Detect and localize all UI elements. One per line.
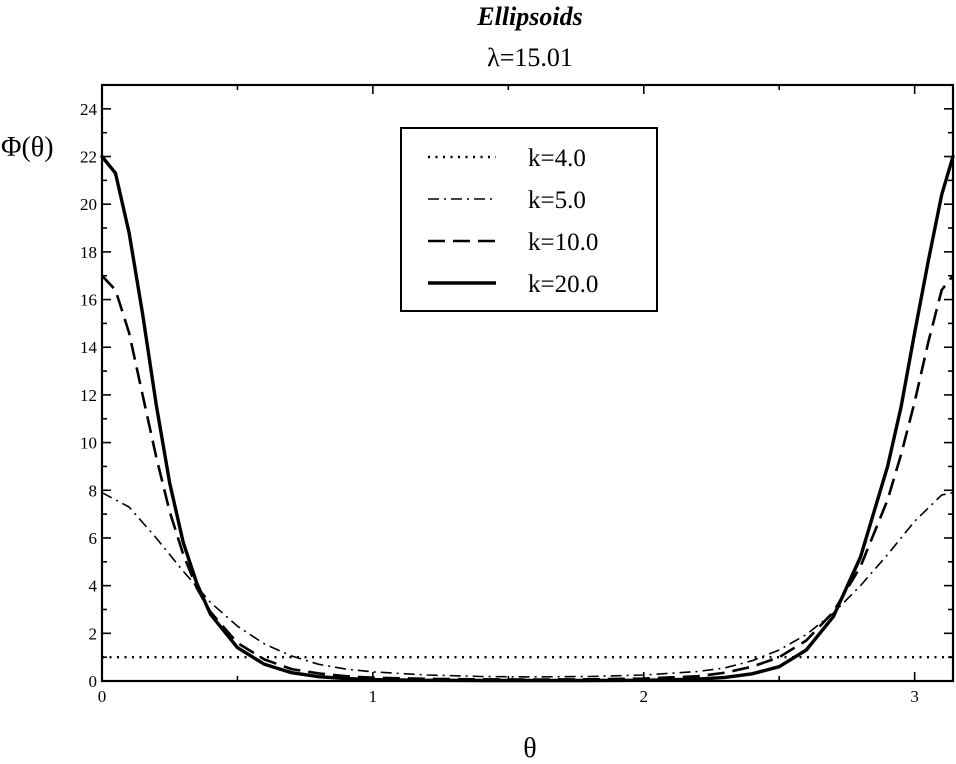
- y-tick-label: 2: [89, 624, 98, 643]
- legend-label: k=5.0: [528, 187, 586, 214]
- legend-label: k=10.0: [528, 229, 598, 256]
- legend: k=4.0 k=5.0 k=10.0 k=20.0: [400, 127, 658, 312]
- y-axis-label: Φ(θ): [1, 132, 54, 163]
- x-axis-label: θ: [523, 733, 536, 764]
- legend-label: k=20.0: [528, 271, 598, 298]
- y-tick-label: 12: [80, 386, 97, 405]
- x-tick-label: 3: [910, 687, 919, 706]
- y-tick-label: 0: [89, 672, 98, 691]
- y-tick-label: 14: [80, 338, 98, 357]
- chart-title: Ellipsoids: [476, 2, 582, 31]
- x-tick-label: 1: [369, 687, 378, 706]
- y-tick-label: 22: [80, 148, 97, 167]
- y-tick-label: 24: [80, 100, 98, 119]
- legend-label: k=4.0: [528, 145, 586, 172]
- series-line-k=10.0: [101, 274, 955, 681]
- y-tick-label: 6: [89, 529, 98, 548]
- plot-frame: [100, 83, 955, 683]
- y-tick-label: 16: [80, 291, 97, 310]
- legend-box: [400, 127, 658, 312]
- x-tick-label: 0: [98, 687, 107, 706]
- y-tick-label: 20: [80, 195, 97, 214]
- y-tick-label: 18: [80, 243, 97, 262]
- y-tick-label: 4: [89, 577, 98, 596]
- series-line-k=5.0: [101, 491, 954, 678]
- x-tick-label: 2: [640, 687, 649, 706]
- y-tick-label: 10: [80, 434, 97, 453]
- y-tick-label: 8: [89, 481, 98, 500]
- chart-subtitle: λ=15.01: [487, 43, 573, 72]
